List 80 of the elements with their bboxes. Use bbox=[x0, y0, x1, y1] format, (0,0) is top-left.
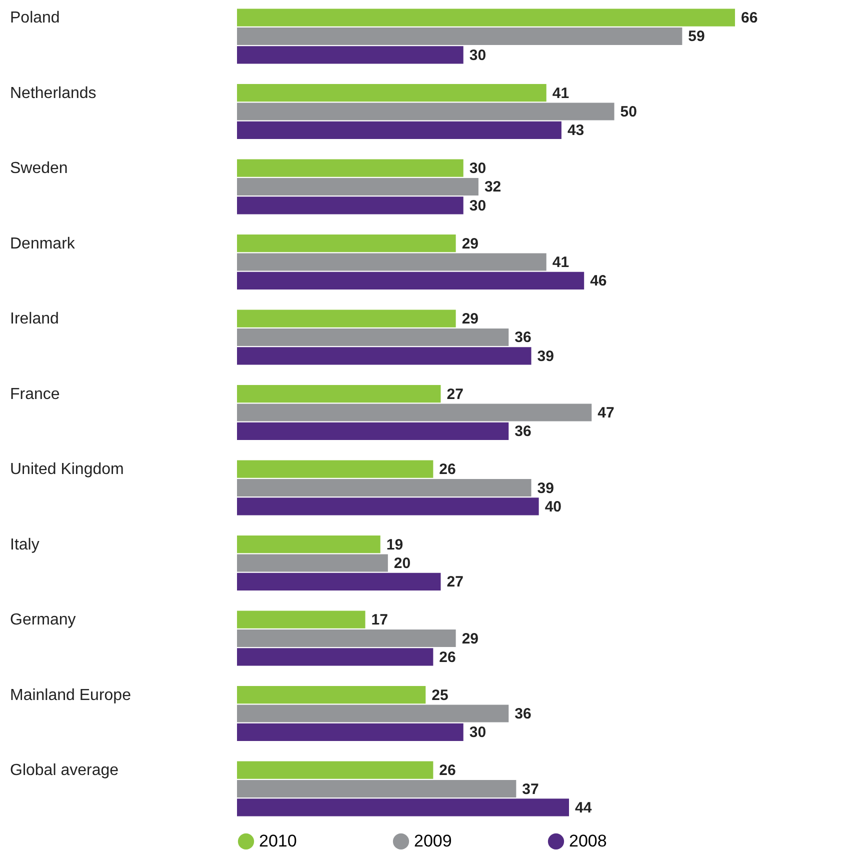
bar bbox=[237, 159, 464, 177]
bar bbox=[237, 610, 366, 628]
data-label: 19 bbox=[386, 536, 404, 554]
legend-label: 2008 bbox=[569, 831, 607, 850]
y-tick-label: Global average bbox=[10, 762, 119, 780]
data-label: 29 bbox=[462, 310, 479, 328]
bar bbox=[237, 196, 464, 214]
bar bbox=[237, 121, 562, 139]
bar bbox=[237, 347, 532, 365]
data-label: 39 bbox=[537, 348, 554, 365]
bar bbox=[237, 234, 456, 252]
data-label: 26 bbox=[439, 461, 456, 478]
bar bbox=[237, 478, 532, 497]
data-label: 37 bbox=[522, 780, 539, 798]
bar bbox=[237, 648, 434, 666]
y-tick-label: Italy bbox=[10, 536, 40, 554]
data-label: 43 bbox=[567, 122, 584, 140]
bar bbox=[237, 178, 478, 196]
data-label: 41 bbox=[552, 84, 570, 102]
bar bbox=[237, 554, 388, 572]
data-label: 27 bbox=[446, 386, 464, 403]
data-label: 17 bbox=[371, 612, 388, 629]
bar bbox=[237, 723, 464, 741]
bar bbox=[237, 272, 584, 290]
legend-label: 2010 bbox=[259, 831, 297, 850]
data-label: 44 bbox=[575, 799, 592, 816]
bar bbox=[237, 572, 441, 590]
bar bbox=[237, 328, 509, 346]
data-label: 36 bbox=[514, 423, 532, 440]
data-label: 59 bbox=[688, 28, 705, 46]
data-label: 36 bbox=[514, 706, 532, 723]
data-label: 30 bbox=[469, 724, 486, 742]
data-label: 39 bbox=[537, 480, 554, 497]
data-label: 25 bbox=[432, 686, 448, 704]
y-tick-label: Mainland Europe bbox=[10, 686, 132, 704]
bar bbox=[237, 536, 380, 554]
bar bbox=[237, 780, 516, 798]
bar bbox=[237, 46, 464, 64]
data-label: 26 bbox=[439, 762, 456, 780]
bar bbox=[237, 404, 592, 422]
data-label: 32 bbox=[484, 178, 502, 196]
bar bbox=[237, 310, 456, 328]
bar bbox=[237, 629, 456, 648]
data-label: 40 bbox=[544, 498, 562, 516]
bar bbox=[237, 84, 546, 102]
y-tick-label: Ireland bbox=[10, 310, 59, 328]
y-tick-label: United Kingdom bbox=[10, 461, 124, 478]
bar bbox=[237, 102, 614, 120]
bar bbox=[237, 27, 682, 46]
y-tick-label: Denmark bbox=[10, 235, 76, 252]
data-label: 46 bbox=[590, 272, 607, 290]
data-label: 26 bbox=[439, 648, 456, 666]
data-label: 66 bbox=[741, 10, 758, 27]
bar bbox=[237, 385, 441, 403]
data-label: 30 bbox=[469, 160, 486, 178]
y-tick-label: Germany bbox=[10, 612, 76, 629]
data-label: 30 bbox=[469, 197, 486, 214]
bar bbox=[237, 253, 546, 271]
data-label: 50 bbox=[620, 103, 637, 120]
data-label: 41 bbox=[552, 254, 570, 271]
data-label: 27 bbox=[446, 574, 464, 591]
bar bbox=[237, 761, 434, 779]
y-tick-label: Netherlands bbox=[10, 84, 96, 102]
data-label: 20 bbox=[394, 555, 411, 572]
bar bbox=[237, 498, 539, 516]
y-tick-label: France bbox=[10, 386, 60, 403]
bar bbox=[237, 422, 509, 440]
legend-label: 2009 bbox=[414, 831, 452, 850]
data-label: 47 bbox=[598, 404, 614, 422]
data-label: 29 bbox=[462, 235, 479, 252]
data-label: 29 bbox=[462, 630, 479, 648]
bar bbox=[237, 460, 434, 478]
bar bbox=[237, 704, 509, 722]
data-label: 30 bbox=[469, 46, 486, 64]
bar bbox=[237, 798, 569, 816]
y-tick-label: Sweden bbox=[10, 160, 68, 178]
bar bbox=[237, 8, 735, 26]
y-tick-label: Poland bbox=[10, 10, 60, 27]
bar bbox=[237, 686, 426, 704]
data-label: 36 bbox=[514, 329, 532, 346]
